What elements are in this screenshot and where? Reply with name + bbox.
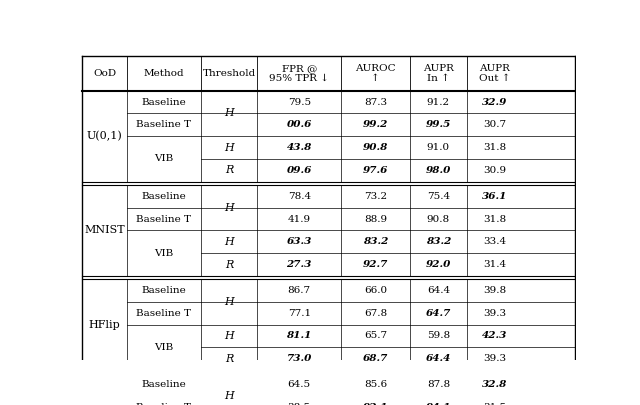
Text: 73.2: 73.2: [364, 192, 387, 201]
Text: 97.6: 97.6: [363, 166, 388, 175]
Text: 33.4: 33.4: [483, 237, 506, 246]
Text: 64.4: 64.4: [426, 354, 451, 363]
Text: 31.4: 31.4: [483, 260, 506, 269]
Text: 41.9: 41.9: [287, 215, 311, 224]
Text: Baseline: Baseline: [141, 192, 186, 201]
Text: 99.2: 99.2: [363, 120, 388, 129]
Text: 92.7: 92.7: [363, 260, 388, 269]
Text: 94.1: 94.1: [426, 403, 451, 405]
Text: 77.1: 77.1: [287, 309, 311, 318]
Text: VIB: VIB: [154, 154, 173, 164]
Text: 30.9: 30.9: [483, 166, 506, 175]
Text: H: H: [224, 143, 234, 153]
Text: 92.0: 92.0: [426, 260, 451, 269]
Text: AUPR
In ↑: AUPR In ↑: [423, 64, 454, 83]
Text: 32.8: 32.8: [483, 380, 508, 389]
Text: 88.9: 88.9: [364, 215, 387, 224]
Text: 90.8: 90.8: [363, 143, 388, 152]
Text: OoD: OoD: [93, 69, 116, 78]
Text: FPR @
95% TPR ↓: FPR @ 95% TPR ↓: [269, 64, 329, 83]
Text: 87.8: 87.8: [427, 380, 450, 389]
Text: 99.5: 99.5: [426, 120, 451, 129]
Text: 90.8: 90.8: [427, 215, 450, 224]
Text: 42.3: 42.3: [483, 331, 508, 341]
Text: Threshold: Threshold: [202, 69, 255, 78]
Text: H: H: [224, 297, 234, 307]
Text: R: R: [225, 165, 233, 175]
Text: U(0,1): U(0,1): [87, 131, 122, 141]
Text: Baseline T: Baseline T: [136, 309, 191, 318]
Text: 75.4: 75.4: [427, 192, 450, 201]
Text: 31.8: 31.8: [483, 215, 506, 224]
Text: Baseline: Baseline: [141, 286, 186, 295]
Text: VIB: VIB: [154, 249, 173, 258]
Text: Baseline T: Baseline T: [136, 120, 191, 129]
Text: R: R: [225, 260, 233, 270]
Text: 39.8: 39.8: [483, 286, 506, 295]
Text: 86.7: 86.7: [287, 286, 311, 295]
Text: AUPR
Out ↑: AUPR Out ↑: [479, 64, 511, 83]
Text: 91.0: 91.0: [427, 143, 450, 152]
Text: Baseline: Baseline: [141, 98, 186, 107]
Text: 66.0: 66.0: [364, 286, 387, 295]
Text: Baseline T: Baseline T: [136, 403, 191, 405]
Text: 65.7: 65.7: [364, 331, 387, 341]
Text: 78.4: 78.4: [287, 192, 311, 201]
Text: Baseline: Baseline: [141, 380, 186, 389]
Text: Baseline T: Baseline T: [136, 215, 191, 224]
Text: 64.4: 64.4: [427, 286, 450, 295]
Text: 81.1: 81.1: [287, 331, 312, 341]
Text: 98.0: 98.0: [426, 166, 451, 175]
Text: 92.1: 92.1: [363, 403, 388, 405]
Text: 68.7: 68.7: [363, 354, 388, 363]
Text: 36.1: 36.1: [483, 192, 508, 201]
Text: 27.3: 27.3: [287, 260, 312, 269]
Text: H: H: [224, 391, 234, 401]
Text: 31.5: 31.5: [483, 403, 506, 405]
Text: HFlip: HFlip: [89, 320, 120, 330]
Text: 64.5: 64.5: [287, 380, 311, 389]
Text: 31.8: 31.8: [483, 143, 506, 152]
Text: H: H: [224, 109, 234, 119]
Text: VIB: VIB: [154, 343, 173, 352]
Text: 83.2: 83.2: [363, 237, 388, 246]
Text: H: H: [224, 331, 234, 341]
Text: 63.3: 63.3: [287, 237, 312, 246]
Text: H: H: [224, 237, 234, 247]
Text: 91.2: 91.2: [427, 98, 450, 107]
Text: 30.7: 30.7: [483, 120, 506, 129]
Text: 09.6: 09.6: [287, 166, 312, 175]
Text: 39.3: 39.3: [483, 354, 506, 363]
Text: 00.6: 00.6: [287, 120, 312, 129]
Text: 32.9: 32.9: [483, 98, 508, 107]
Text: 38.5: 38.5: [287, 403, 311, 405]
Text: R: R: [225, 354, 233, 364]
Text: 79.5: 79.5: [287, 98, 311, 107]
Text: 85.6: 85.6: [364, 380, 387, 389]
Text: 83.2: 83.2: [426, 237, 451, 246]
Text: 87.3: 87.3: [364, 98, 387, 107]
Text: 67.8: 67.8: [364, 309, 387, 318]
Text: MNIST: MNIST: [84, 226, 125, 235]
Text: 43.8: 43.8: [287, 143, 312, 152]
Text: AUROC
↑: AUROC ↑: [355, 64, 396, 83]
Text: H: H: [224, 202, 234, 213]
Text: 59.8: 59.8: [427, 331, 450, 341]
Text: Method: Method: [143, 69, 184, 78]
Text: 64.7: 64.7: [426, 309, 451, 318]
Text: 39.3: 39.3: [483, 309, 506, 318]
Text: 73.0: 73.0: [287, 354, 312, 363]
